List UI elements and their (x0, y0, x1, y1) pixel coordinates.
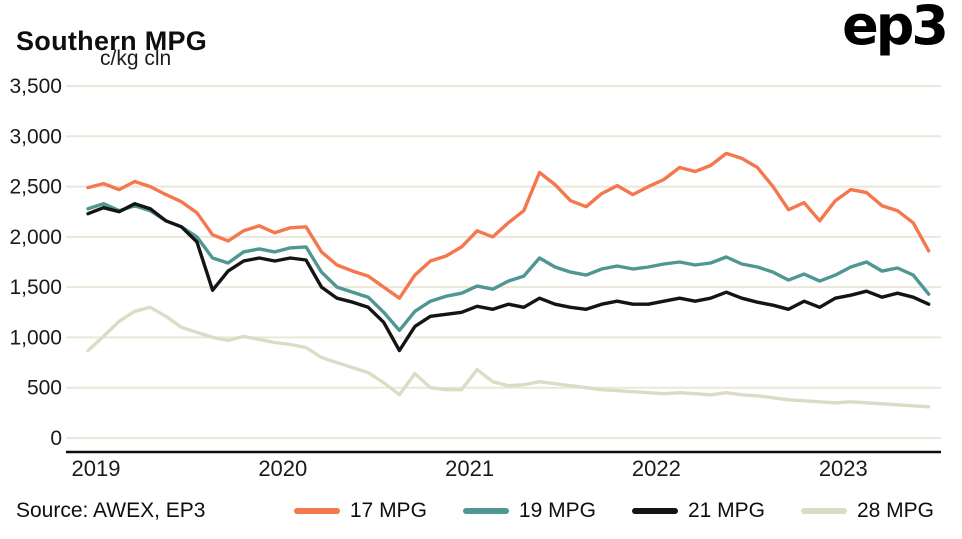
legend-label-17-mpg: 17 MPG (349, 499, 427, 522)
y-tick-label: 1,500 (9, 276, 62, 299)
line-chart-canvas: 0 500 1,000 1,500 2,000 2,500 3,000 3,500 2019 20… (9, 75, 941, 481)
21-mpg-line (86, 202, 931, 353)
legend-swatch-21-mpg (631, 508, 678, 514)
y-tick-label: 3,000 (9, 125, 62, 148)
28-mpg-line (86, 305, 931, 409)
19-mpg-line (86, 202, 931, 333)
legend-swatch-28-mpg (800, 508, 847, 514)
17-mpg-line (86, 151, 931, 300)
x-tick-label: 2023 (819, 456, 868, 481)
x-tick-label: 2020 (258, 456, 307, 481)
legend-swatch-19-mpg (462, 508, 509, 514)
page-title: Southern MPG (16, 26, 208, 57)
legend-swatch-17-mpg (293, 508, 340, 514)
legend-item-28-mpg: 28 MPG (800, 499, 934, 523)
legend-item-17-mpg: 17 MPG (293, 499, 427, 523)
y-axis-unit-label: c/kg cln (100, 47, 172, 70)
y-tick-label: 2,500 (9, 176, 62, 199)
x-tick-label: 2019 (72, 456, 121, 481)
y-tick-label: 0 (50, 427, 62, 450)
y-tick-label: 2,000 (9, 226, 62, 249)
x-tick-label: 2022 (632, 456, 681, 481)
y-tick-label: 500 (27, 377, 62, 400)
legend-item-21-mpg: 21 MPG (631, 499, 765, 523)
y-tick-label: 1,000 (9, 326, 62, 349)
legend-label-28-mpg: 28 MPG (856, 499, 934, 522)
y-tick-label: 3,500 (9, 75, 62, 98)
x-tick-label: 2021 (445, 456, 494, 481)
legend-item-19-mpg: 19 MPG (462, 499, 596, 523)
legend-label-19-mpg: 19 MPG (518, 499, 596, 522)
source-note: Source: AWEX, EP3 (16, 499, 206, 522)
chart-footer: Source: AWEX, EP3 17 MPG 19 MPG 21 MPG 28 M… (16, 499, 946, 523)
legend-label-21-mpg: 21 MPG (687, 499, 765, 522)
ep3-logo: ep3 (842, 0, 949, 57)
legend: 17 MPG 19 MPG 21 MPG 28 MPG (293, 499, 946, 523)
